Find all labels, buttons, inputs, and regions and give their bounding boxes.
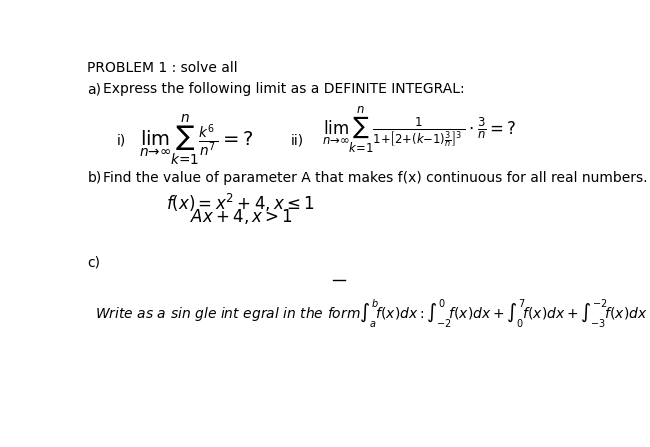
Text: $Ax+4, x>1$: $Ax+4, x>1$ <box>190 207 292 226</box>
Text: ii): ii) <box>291 134 304 148</box>
Text: a): a) <box>88 82 101 96</box>
Text: $\lim_{n\to\infty}\sum_{k=1}^{n}\frac{1}{1+\left[2+(k-1)\frac{3}{n}\right]^3}\cd: $\lim_{n\to\infty}\sum_{k=1}^{n}\frac{1}… <box>322 105 516 155</box>
Text: $\mathit{Write\ as\ a\ sin\ gle\ int\ egral\ in\ the\ form}\int_{a}^{b}\!f(x)dx:: $\mathit{Write\ as\ a\ sin\ gle\ int\ eg… <box>95 298 650 330</box>
Text: c): c) <box>88 255 101 270</box>
Text: i): i) <box>117 134 126 148</box>
Text: PROBLEM 1 : solve all: PROBLEM 1 : solve all <box>88 61 238 76</box>
Text: b): b) <box>88 171 101 185</box>
Text: Find the value of parameter A that makes f(x) continuous for all real numbers.: Find the value of parameter A that makes… <box>103 171 647 185</box>
Text: $\lim_{n\to\infty}\sum_{k=1}^{n}\frac{k^6}{n^7}= ?$: $\lim_{n\to\infty}\sum_{k=1}^{n}\frac{k^… <box>139 113 254 168</box>
Text: Express the following limit as a DEFINITE INTEGRAL:: Express the following limit as a DEFINIT… <box>103 82 465 96</box>
Text: $f(x)=x^2+4, x\leq 1$: $f(x)=x^2+4, x\leq 1$ <box>166 191 315 214</box>
